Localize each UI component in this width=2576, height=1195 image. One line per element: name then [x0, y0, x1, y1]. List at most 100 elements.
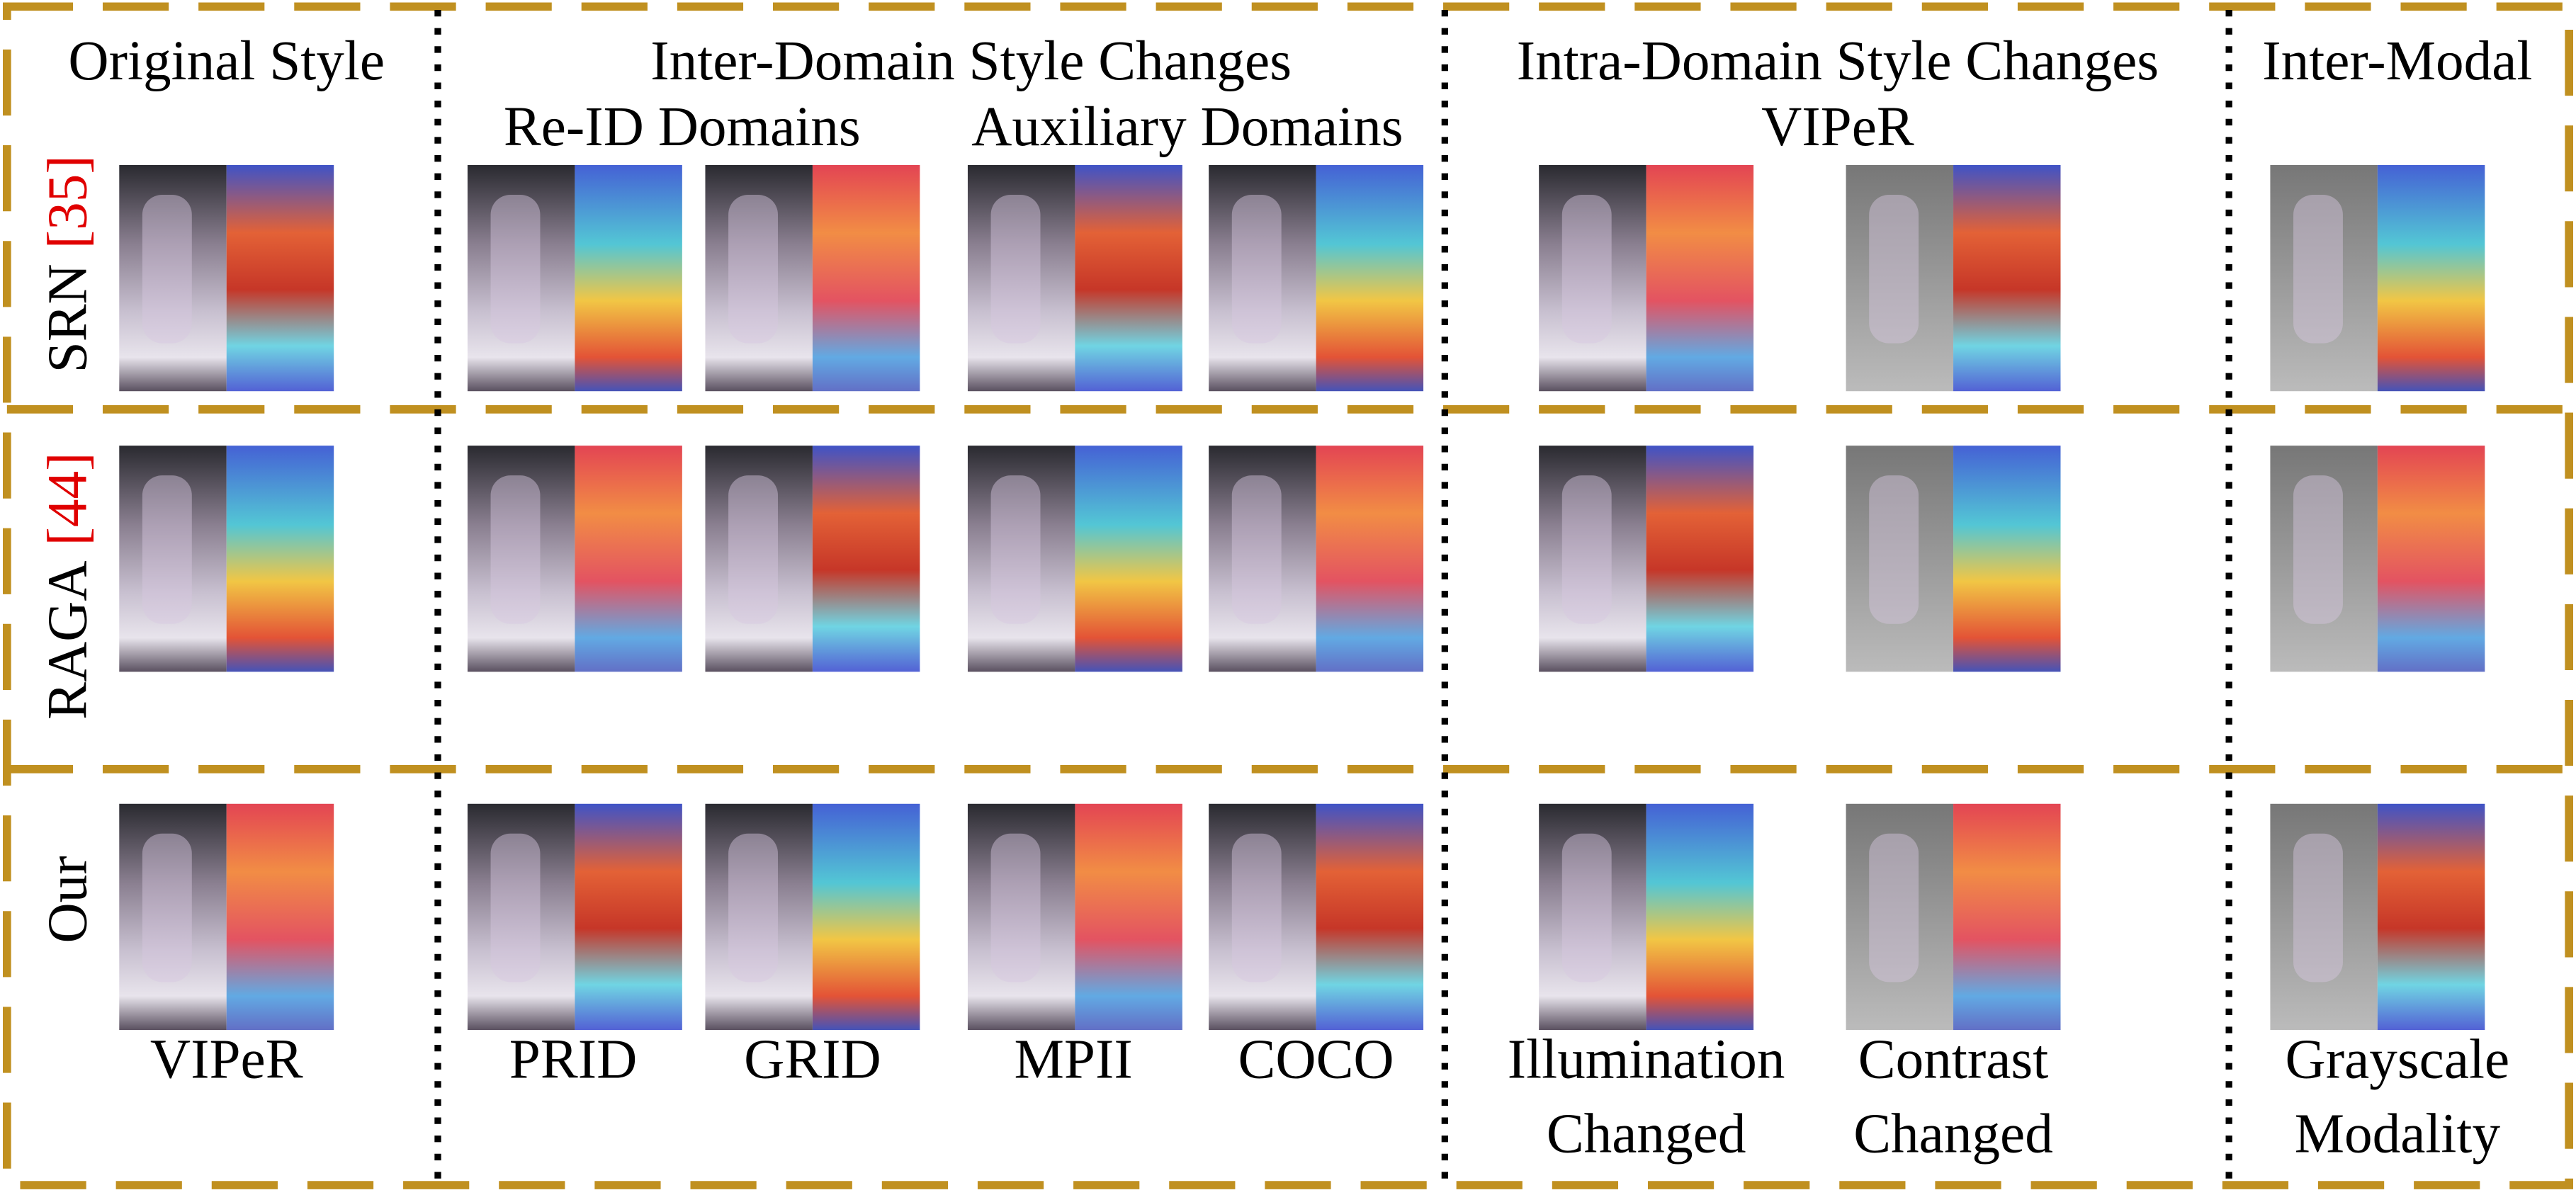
- subheader: VIPeR: [1761, 96, 1914, 158]
- heatmap: [1075, 803, 1182, 1030]
- photo: [119, 803, 227, 1030]
- outer-frame: [3, 2, 2573, 1189]
- photo: [2270, 165, 2378, 392]
- figure-shape: [990, 475, 1041, 624]
- caption: Modality: [2295, 1102, 2501, 1165]
- image-pair: [1846, 803, 2061, 1030]
- caption: GRID: [744, 1029, 881, 1091]
- heatmap: [226, 165, 334, 392]
- figure-shape: [1561, 833, 1612, 982]
- caption: Grayscale: [2285, 1029, 2509, 1091]
- header: Inter-Domain Style Changes: [650, 30, 1292, 92]
- heatmap: [226, 803, 334, 1030]
- caption: Changed: [1853, 1102, 2053, 1165]
- figure-shape: [1561, 475, 1612, 624]
- photo: [1539, 165, 1646, 392]
- caption: Changed: [1547, 1102, 1746, 1165]
- heatmap: [812, 446, 920, 672]
- photo: [967, 446, 1075, 672]
- subheader: Auxiliary Domains: [971, 96, 1403, 158]
- figure-shape: [490, 475, 541, 624]
- image-pair: [705, 446, 920, 672]
- figure-shape: [142, 833, 192, 982]
- row-label: Our: [37, 856, 99, 943]
- photo: [1846, 165, 1954, 392]
- figure-shape: [2293, 475, 2343, 624]
- method-name: Our: [37, 856, 99, 943]
- figure-shape: [728, 833, 778, 982]
- image-pair: [967, 803, 1182, 1030]
- photo: [467, 165, 575, 392]
- header: Inter-Modal: [2262, 30, 2532, 92]
- row-label: RAGA [44]: [37, 452, 99, 719]
- subheader: Re-ID Domains: [504, 96, 861, 158]
- method-name: RAGA: [37, 560, 99, 719]
- photo: [467, 803, 575, 1030]
- image-pair: [2270, 803, 2485, 1030]
- figure-shape: [490, 194, 541, 344]
- image-pair: [467, 803, 682, 1030]
- figure-shape: [2293, 833, 2343, 982]
- figure-shape: [728, 475, 778, 624]
- heatmap: [1316, 446, 1424, 672]
- reference: [44]: [37, 452, 99, 545]
- image-pair: [1846, 165, 2061, 392]
- figure-shape: [1869, 833, 1919, 982]
- image-pair: [705, 803, 920, 1030]
- figure-shape: [142, 194, 192, 344]
- photo: [1539, 803, 1646, 1030]
- image-pair: [1209, 165, 1424, 392]
- figure-shape: [990, 194, 1041, 344]
- caption: COCO: [1238, 1029, 1394, 1091]
- figure-shape: [142, 475, 192, 624]
- heatmap: [1646, 165, 1754, 392]
- photo: [2270, 446, 2378, 672]
- photo: [967, 803, 1075, 1030]
- heatmap: [1075, 165, 1182, 392]
- heatmap: [575, 803, 682, 1030]
- photo: [119, 165, 227, 392]
- photo: [705, 165, 813, 392]
- labels: SRN [35] RAGA [44] Our VIPeR PRID GRID MPII COCO I…: [37, 155, 2509, 1165]
- photo: [1846, 446, 1954, 672]
- column-dividers: [434, 9, 2232, 1182]
- figure-shape: [990, 833, 1041, 982]
- photo: [1846, 803, 1954, 1030]
- photo: [1209, 803, 1316, 1030]
- heatmap: [575, 165, 682, 392]
- photo: [967, 165, 1075, 392]
- heatmap: [575, 446, 682, 672]
- caption: Contrast: [1858, 1029, 2048, 1091]
- heatmap: [1646, 803, 1754, 1030]
- figure-shape: [728, 194, 778, 344]
- image-pair: [119, 803, 334, 1030]
- image-pair: [119, 446, 334, 672]
- image-pair: [2270, 446, 2485, 672]
- image-pair: [1539, 165, 1754, 392]
- image-pair: [467, 446, 682, 672]
- photo: [467, 446, 575, 672]
- heatmap: [2377, 803, 2485, 1030]
- row-label: SRN [35]: [37, 155, 99, 373]
- photo: [1209, 446, 1316, 672]
- header: Intra-Domain Style Changes: [1517, 30, 2159, 92]
- figure-shape: [1561, 194, 1612, 344]
- image-pair: [1209, 446, 1424, 672]
- heatmap: [1075, 446, 1182, 672]
- heatmap: [1953, 446, 2061, 672]
- figure-shape: [1231, 833, 1282, 982]
- photo: [2270, 803, 2378, 1030]
- figure-shape: [1869, 475, 1919, 624]
- image-pair: [1539, 803, 1754, 1030]
- frames: [3, 2, 2573, 1189]
- figure-shape: [1869, 194, 1919, 344]
- images: [119, 165, 2485, 1030]
- heatmap: [812, 165, 920, 392]
- figure-shape: [1231, 194, 1282, 344]
- photo: [705, 803, 813, 1030]
- image-pair: [2270, 165, 2485, 392]
- image-pair: [119, 165, 334, 392]
- image-pair: [967, 165, 1182, 392]
